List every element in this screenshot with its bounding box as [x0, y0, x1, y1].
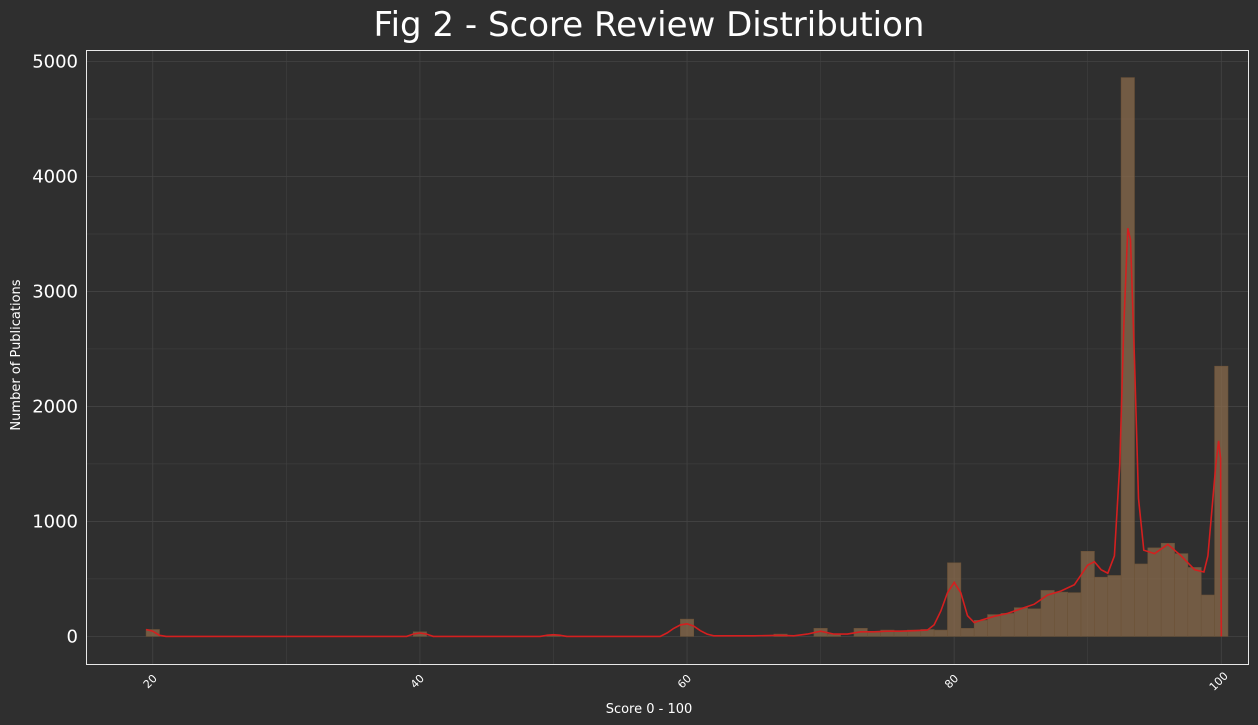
y-tick-label: 2000	[32, 396, 78, 417]
histogram-bar	[960, 628, 975, 637]
y-tick-label: 5000	[32, 51, 78, 72]
histogram-bar	[1187, 567, 1202, 637]
histogram-bar	[1094, 576, 1109, 637]
y-tick-label: 1000	[32, 511, 78, 532]
histogram-bar	[1134, 563, 1149, 637]
kde-curve	[145, 228, 1223, 638]
chart-title: Fig 2 - Score Review Distribution	[374, 5, 925, 45]
histogram-bar	[680, 618, 695, 637]
histogram-bar	[1013, 607, 1028, 637]
histogram-bar	[1080, 551, 1095, 637]
histogram-bar	[1174, 553, 1189, 637]
histogram-bar	[145, 629, 160, 637]
plot-frame	[86, 50, 1249, 665]
y-axis-label: Number of Publications	[9, 279, 24, 430]
histogram-bar	[1067, 592, 1082, 637]
x-axis-label: Score 0 - 100	[606, 702, 693, 717]
y-tick-label: 4000	[32, 166, 78, 187]
histogram-bar	[947, 562, 962, 637]
histogram-bar	[933, 629, 948, 637]
y-axis-ticks: 0 1000 2000 3000 4000 5000	[32, 51, 78, 647]
histogram-bar	[1200, 594, 1215, 637]
histogram-bar	[1027, 608, 1042, 637]
histogram-bar	[1000, 613, 1015, 637]
y-tick-label: 3000	[32, 281, 78, 302]
histogram-bar	[1160, 542, 1175, 637]
histogram-bar	[1107, 575, 1122, 637]
histogram-bar	[1147, 547, 1162, 637]
histogram-bar	[1054, 591, 1068, 637]
y-tick-label: 0	[67, 626, 78, 647]
